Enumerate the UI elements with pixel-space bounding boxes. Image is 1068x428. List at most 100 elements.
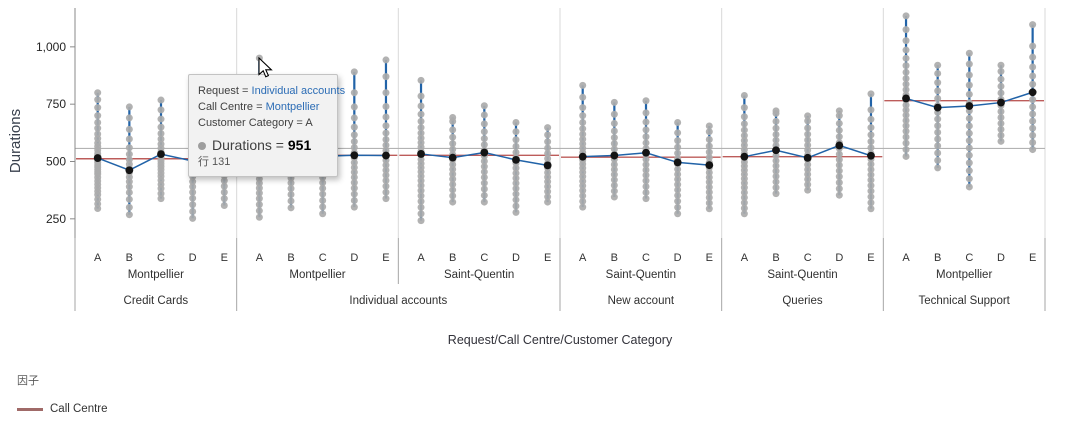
data-point[interactable]: [94, 119, 102, 127]
data-point[interactable]: [642, 188, 650, 196]
data-point[interactable]: [94, 112, 102, 120]
data-point[interactable]: [319, 196, 327, 204]
data-point[interactable]: [740, 126, 748, 134]
data-point[interactable]: [319, 203, 327, 211]
data-point[interactable]: [480, 179, 488, 187]
data-point[interactable]: [480, 173, 488, 181]
data-point[interactable]: [449, 170, 457, 178]
data-point[interactable]: [740, 132, 748, 140]
data-point[interactable]: [189, 194, 197, 202]
data-point[interactable]: [287, 185, 295, 193]
data-point[interactable]: [220, 182, 228, 190]
data-point[interactable]: [94, 96, 102, 104]
data-point[interactable]: [544, 198, 552, 206]
data-point[interactable]: [997, 113, 1005, 121]
data-point[interactable]: [157, 195, 165, 203]
data-point[interactable]: [449, 192, 457, 200]
data-point[interactable]: [350, 203, 358, 211]
data-point[interactable]: [125, 125, 133, 133]
data-point[interactable]: [934, 61, 942, 69]
data-point[interactable]: [934, 94, 942, 102]
data-point[interactable]: [934, 115, 942, 123]
data-point[interactable]: [997, 119, 1005, 127]
data-point[interactable]: [705, 183, 713, 191]
data-point[interactable]: [835, 179, 843, 187]
data-point[interactable]: [965, 159, 973, 167]
data-point[interactable]: [902, 74, 910, 82]
data-point[interactable]: [480, 168, 488, 176]
data-point[interactable]: [674, 165, 682, 173]
data-point[interactable]: [1029, 21, 1037, 29]
data-point[interactable]: [705, 154, 713, 162]
data-point[interactable]: [417, 92, 425, 100]
data-point[interactable]: [512, 169, 520, 177]
data-point[interactable]: [1029, 131, 1037, 139]
data-point[interactable]: [610, 187, 618, 195]
data-point[interactable]: [1029, 117, 1037, 125]
data-point[interactable]: [382, 182, 390, 190]
data-point[interactable]: [804, 136, 812, 144]
data-point[interactable]: [965, 183, 973, 191]
data-point[interactable]: [255, 184, 263, 192]
data-point[interactable]: [674, 119, 682, 127]
data-point[interactable]: [674, 129, 682, 137]
data-point[interactable]: [772, 124, 780, 132]
data-point[interactable]: [674, 137, 682, 145]
data-point[interactable]: [934, 128, 942, 136]
data-point[interactable]: [610, 134, 618, 142]
data-point[interactable]: [902, 106, 910, 114]
data-point[interactable]: [417, 182, 425, 190]
data-point[interactable]: [902, 152, 910, 160]
data-point[interactable]: [157, 140, 165, 148]
mean-point[interactable]: [417, 150, 425, 158]
data-point[interactable]: [382, 135, 390, 143]
mean-point[interactable]: [448, 153, 457, 162]
data-point[interactable]: [382, 166, 390, 174]
data-point[interactable]: [417, 192, 425, 200]
data-point[interactable]: [544, 131, 552, 139]
data-point[interactable]: [705, 178, 713, 186]
data-point[interactable]: [1029, 63, 1037, 71]
data-point[interactable]: [94, 130, 102, 138]
data-point[interactable]: [579, 135, 587, 143]
data-point[interactable]: [350, 196, 358, 204]
data-point[interactable]: [220, 202, 228, 210]
data-point[interactable]: [772, 162, 780, 170]
data-point[interactable]: [189, 201, 197, 209]
data-point[interactable]: [449, 160, 457, 168]
data-point[interactable]: [512, 179, 520, 187]
data-point[interactable]: [804, 141, 812, 149]
data-point[interactable]: [705, 194, 713, 202]
data-point[interactable]: [579, 81, 587, 89]
data-point[interactable]: [965, 49, 973, 57]
data-point[interactable]: [867, 176, 875, 184]
data-point[interactable]: [417, 217, 425, 225]
data-point[interactable]: [642, 97, 650, 105]
data-point[interactable]: [674, 186, 682, 194]
data-point[interactable]: [902, 62, 910, 70]
data-point[interactable]: [480, 111, 488, 119]
data-point[interactable]: [512, 148, 520, 156]
data-point[interactable]: [255, 189, 263, 197]
data-point[interactable]: [705, 122, 713, 130]
data-point[interactable]: [125, 183, 133, 191]
data-point[interactable]: [449, 198, 457, 206]
data-point[interactable]: [642, 109, 650, 117]
data-point[interactable]: [417, 210, 425, 218]
data-point[interactable]: [610, 119, 618, 127]
data-point[interactable]: [772, 152, 780, 160]
data-point[interactable]: [480, 185, 488, 193]
data-point[interactable]: [997, 75, 1005, 83]
data-point[interactable]: [157, 96, 165, 104]
mean-point[interactable]: [125, 166, 134, 175]
data-point[interactable]: [902, 86, 910, 94]
mean-point[interactable]: [480, 148, 489, 157]
data-point[interactable]: [835, 119, 843, 127]
mean-point[interactable]: [705, 161, 714, 170]
data-point[interactable]: [705, 169, 713, 177]
data-point[interactable]: [642, 182, 650, 190]
data-point[interactable]: [642, 161, 650, 169]
data-point[interactable]: [255, 195, 263, 203]
data-point[interactable]: [674, 210, 682, 218]
data-point[interactable]: [804, 161, 812, 169]
